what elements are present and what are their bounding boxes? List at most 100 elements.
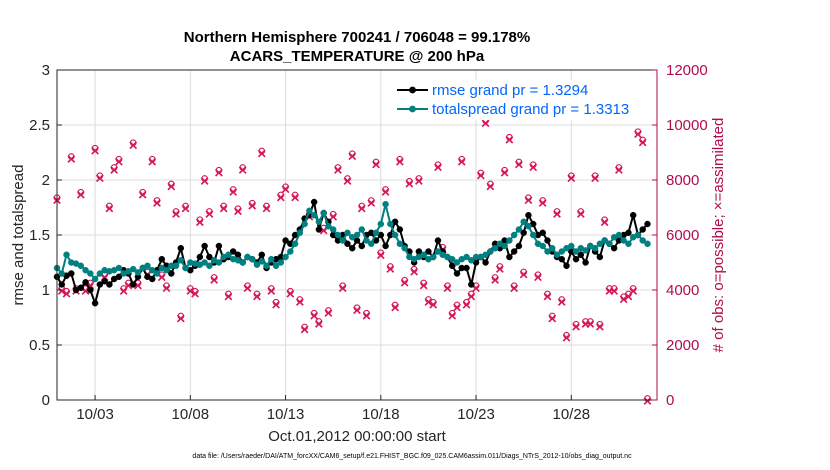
- obs-point: [629, 285, 638, 295]
- series-point-rmse: [558, 255, 566, 263]
- obs-point: [215, 166, 223, 177]
- series-point-spread: [391, 231, 399, 239]
- series-point-rmse: [68, 270, 75, 277]
- obs-point: [200, 175, 209, 185]
- obs-point: [557, 296, 566, 306]
- legend-spread-label: totalspread grand pr = 1.3313: [432, 101, 629, 118]
- obs-point: [248, 199, 257, 210]
- series-point-spread: [163, 266, 170, 274]
- series-point-rmse: [520, 229, 527, 237]
- series-point-spread: [368, 240, 375, 248]
- series-point-spread: [201, 259, 208, 266]
- series-point-spread: [339, 237, 346, 244]
- obs-point: [205, 208, 214, 218]
- obs-assimilated-marker: [315, 320, 323, 328]
- obs-point: [257, 147, 266, 158]
- y-left-axis-label: rmse and totalspread: [10, 165, 27, 306]
- obs-point: [219, 202, 228, 213]
- obs-point: [405, 177, 414, 188]
- obs-assimilated-marker: [491, 276, 499, 284]
- series-point-spread: [153, 270, 161, 277]
- obs-assimilated-marker: [272, 300, 280, 309]
- obs-assimilated-marker: [534, 273, 542, 282]
- obs-assimilated-marker: [510, 284, 519, 293]
- obs-assimilated-marker: [167, 182, 176, 191]
- obs-assimilated-marker: [362, 311, 371, 320]
- obs-point: [367, 197, 376, 207]
- x-tick-label: 10/03: [76, 406, 114, 423]
- series-point-rmse: [610, 244, 618, 252]
- obs-point: [343, 175, 352, 185]
- series-point-spread: [277, 259, 285, 266]
- footnote: data file: /Users/raeder/DAI/ATM_forcXX/…: [192, 453, 632, 460]
- obs-point: [310, 309, 319, 320]
- obs-point: [238, 164, 247, 174]
- y-left-tick-label: 2.5: [29, 117, 50, 134]
- y-right-tick-label: 4000: [666, 282, 699, 299]
- series-point-spread: [182, 264, 189, 272]
- obs-assimilated-marker: [476, 171, 485, 180]
- series-point-rmse: [77, 284, 85, 292]
- series-point-spread: [558, 248, 566, 255]
- obs-point: [281, 183, 290, 194]
- obs-point: [453, 301, 461, 312]
- obs-assimilated-marker: [148, 157, 157, 166]
- series-point-spread: [606, 240, 613, 248]
- obs-point: [381, 186, 390, 196]
- obs-assimilated-marker: [105, 204, 114, 213]
- obs-assimilated-marker: [500, 168, 509, 177]
- obs-assimilated-marker: [172, 210, 180, 218]
- series-point-spread: [634, 231, 642, 239]
- series-point-rmse: [358, 242, 366, 250]
- series-point-spread: [487, 248, 494, 255]
- obs-assimilated-marker: [462, 300, 471, 309]
- obs-assimilated-marker: [429, 300, 438, 309]
- series-point-spread: [148, 266, 156, 274]
- obs-assimilated-marker: [600, 218, 609, 227]
- series-point-spread: [253, 261, 261, 268]
- obs-point: [357, 202, 366, 213]
- series-point-rmse: [344, 240, 351, 248]
- obs-point: [329, 210, 338, 221]
- obs-point: [210, 274, 219, 284]
- series-point-spread: [272, 262, 280, 270]
- obs-point: [391, 301, 399, 312]
- obs-point: [529, 161, 538, 172]
- obs-assimilated-marker: [215, 168, 223, 177]
- series-point-rmse: [596, 253, 604, 261]
- obs-point: [615, 164, 623, 174]
- series-lines: [53, 198, 651, 307]
- series-point-spread: [544, 248, 551, 255]
- obs-point: [500, 166, 509, 177]
- x-axis-ticks: 10/03 10/08 10/13 10/18 10/23 10/28: [76, 395, 590, 423]
- legend-spread-marker: [409, 105, 416, 113]
- obs-assimilated-marker: [505, 135, 514, 144]
- x-axis-label: Oct.01,2012 00:00:00 start: [268, 428, 446, 445]
- series-point-spread: [491, 244, 499, 252]
- obs-assimilated-marker: [376, 251, 385, 260]
- obs-point: [434, 161, 442, 172]
- obs-assimilated-marker: [253, 292, 261, 301]
- series-point-rmse: [258, 251, 266, 259]
- x-tick-label: 10/23: [457, 406, 495, 423]
- legend: rmse grand pr = 1.3294 totalspread grand…: [391, 80, 649, 120]
- series-point-rmse: [396, 226, 404, 233]
- obs-assimilated-marker: [453, 303, 461, 312]
- series-point-rmse: [177, 244, 185, 252]
- obs-markers: [53, 117, 652, 405]
- obs-assimilated-marker: [553, 210, 561, 218]
- obs-assimilated-marker: [434, 163, 442, 172]
- obs-assimilated-marker: [205, 210, 214, 218]
- series-point-rmse: [87, 286, 94, 294]
- obs-assimilated-marker: [243, 284, 252, 293]
- series-point-rmse: [315, 226, 323, 233]
- obs-assimilated-marker: [291, 193, 299, 202]
- obs-point: [543, 290, 552, 301]
- obs-assimilated-marker: [586, 320, 595, 328]
- obs-assimilated-marker: [367, 199, 376, 207]
- series-point-rmse: [482, 259, 489, 266]
- obs-point: [253, 290, 261, 301]
- obs-assimilated-marker: [191, 289, 199, 298]
- obs-assimilated-marker: [619, 295, 628, 304]
- obs-assimilated-marker: [195, 218, 204, 227]
